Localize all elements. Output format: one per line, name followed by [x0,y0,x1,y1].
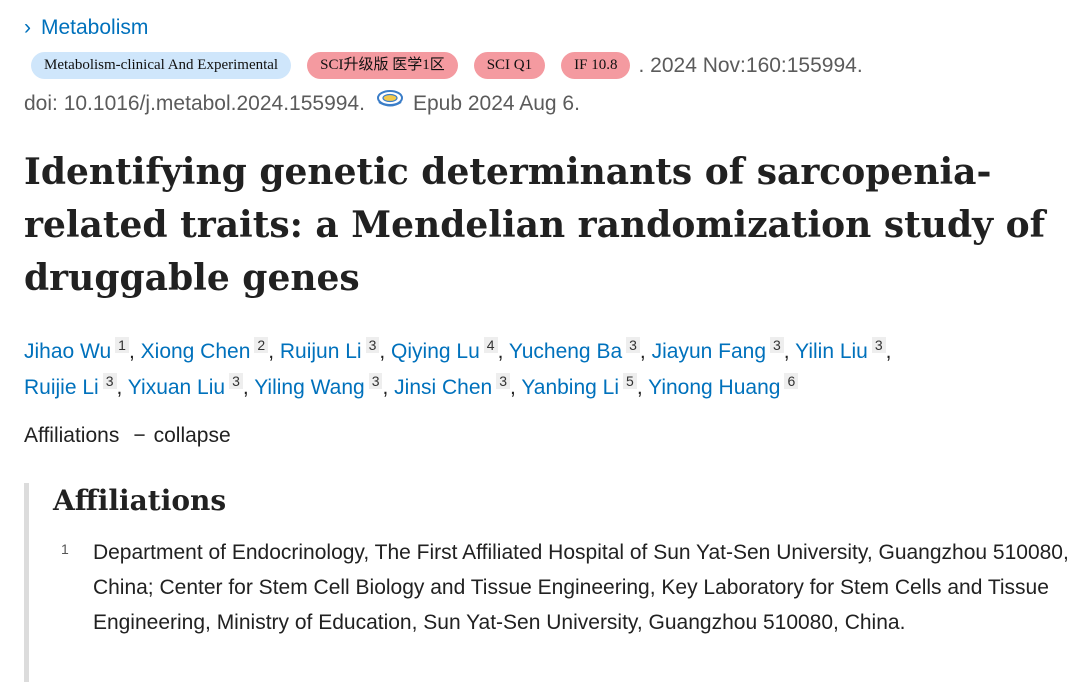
article-title: Identifying genetic determinants of sarc… [24,151,1046,299]
impact-factor-badge: IF 10.8 [561,52,631,79]
citation-details: . 2024 Nov:160:155994. [638,53,863,77]
affiliation-ref[interactable]: 3 [496,373,511,389]
author-link[interactable]: Yixuan Liu [127,376,226,399]
author-separator: , [242,376,255,399]
chevron-right-icon: › [24,16,31,39]
authors-list: Jihao Wu 1, Xiong Chen 2, Ruijun Li 3, Qiyi… [24,334,1064,406]
affiliation-ref[interactable]: 3 [229,373,243,389]
journal-link-label: Metabolism [41,16,149,39]
affiliation-number: 1 [61,541,69,557]
citation-line: Metabolism-clinical And Experimental SCI… [31,52,863,79]
doi-text[interactable]: doi: 10.1016/j.metabol.2024.155994. [24,92,365,115]
author-link[interactable]: Jihao Wu [24,340,112,363]
author-link[interactable]: Yiling Wang [254,376,365,399]
sci-quartile-badge: SCI Q1 [473,52,546,79]
author-separator: , [639,340,652,363]
author-link[interactable]: Jiayun Fang [651,340,766,363]
journal-badge[interactable]: Metabolism-clinical And Experimental [31,52,292,79]
author-separator: , [783,340,796,363]
affiliations-toggle[interactable]: Affiliations − collapse [24,424,231,448]
author-link[interactable]: Ruijie Li [24,376,99,399]
affiliation-item: 1 Department of Endocrinology, The First… [61,535,1080,640]
affiliation-ref[interactable]: 3 [102,373,117,389]
affiliations-toggle-label: Affiliations [24,424,120,447]
affiliation-ref[interactable]: 3 [770,337,784,353]
author-link[interactable]: Ruijun Li [279,340,362,363]
affiliation-ref[interactable]: 3 [365,337,380,353]
full-text-link-icon[interactable] [375,89,405,111]
epub-date: Epub 2024 Aug 6. [412,92,580,115]
author-separator: , [382,376,395,399]
author-link[interactable]: Yinong Huang [648,376,781,399]
author-separator: , [510,376,522,399]
author-link[interactable]: Yanbing Li [521,376,620,399]
author-separator: , [268,340,280,363]
author-link[interactable]: Qiying Lu [391,340,480,363]
author-link[interactable]: Yilin Liu [795,340,868,363]
affiliation-ref[interactable]: 3 [871,337,886,353]
author-link[interactable]: Yucheng Ba [508,340,623,363]
affiliation-ref[interactable]: 2 [254,337,269,353]
collapse-link[interactable]: collapse [153,424,231,447]
minus-icon: − [133,424,146,447]
author-separator: , [379,340,392,363]
doi-line: doi: 10.1016/j.metabol.2024.155994. Epub… [24,89,580,116]
sci-rank-badge: SCI升级版 医学1区 [307,52,458,79]
affiliation-text: Department of Endocrinology, The First A… [92,541,1069,634]
affiliation-ref[interactable]: 3 [626,337,640,353]
author-link[interactable]: Xiong Chen [140,340,251,363]
author-separator: , [497,340,509,363]
author-separator: , [885,340,892,363]
journal-link[interactable]: › Metabolism [24,16,148,40]
affiliation-ref[interactable]: 3 [368,373,383,389]
affiliation-ref[interactable]: 4 [483,337,498,353]
affiliation-ref[interactable]: 1 [115,337,129,353]
author-separator: , [636,376,649,399]
affiliation-ref[interactable]: 6 [784,373,799,389]
affiliation-ref[interactable]: 5 [623,373,637,389]
author-separator: , [128,340,141,363]
affiliations-panel: Affiliations 1 Department of Endocrinolo… [24,483,1080,682]
affiliations-heading: Affiliations [53,484,227,517]
author-link[interactable]: Jinsi Chen [394,376,493,399]
author-separator: , [116,376,128,399]
